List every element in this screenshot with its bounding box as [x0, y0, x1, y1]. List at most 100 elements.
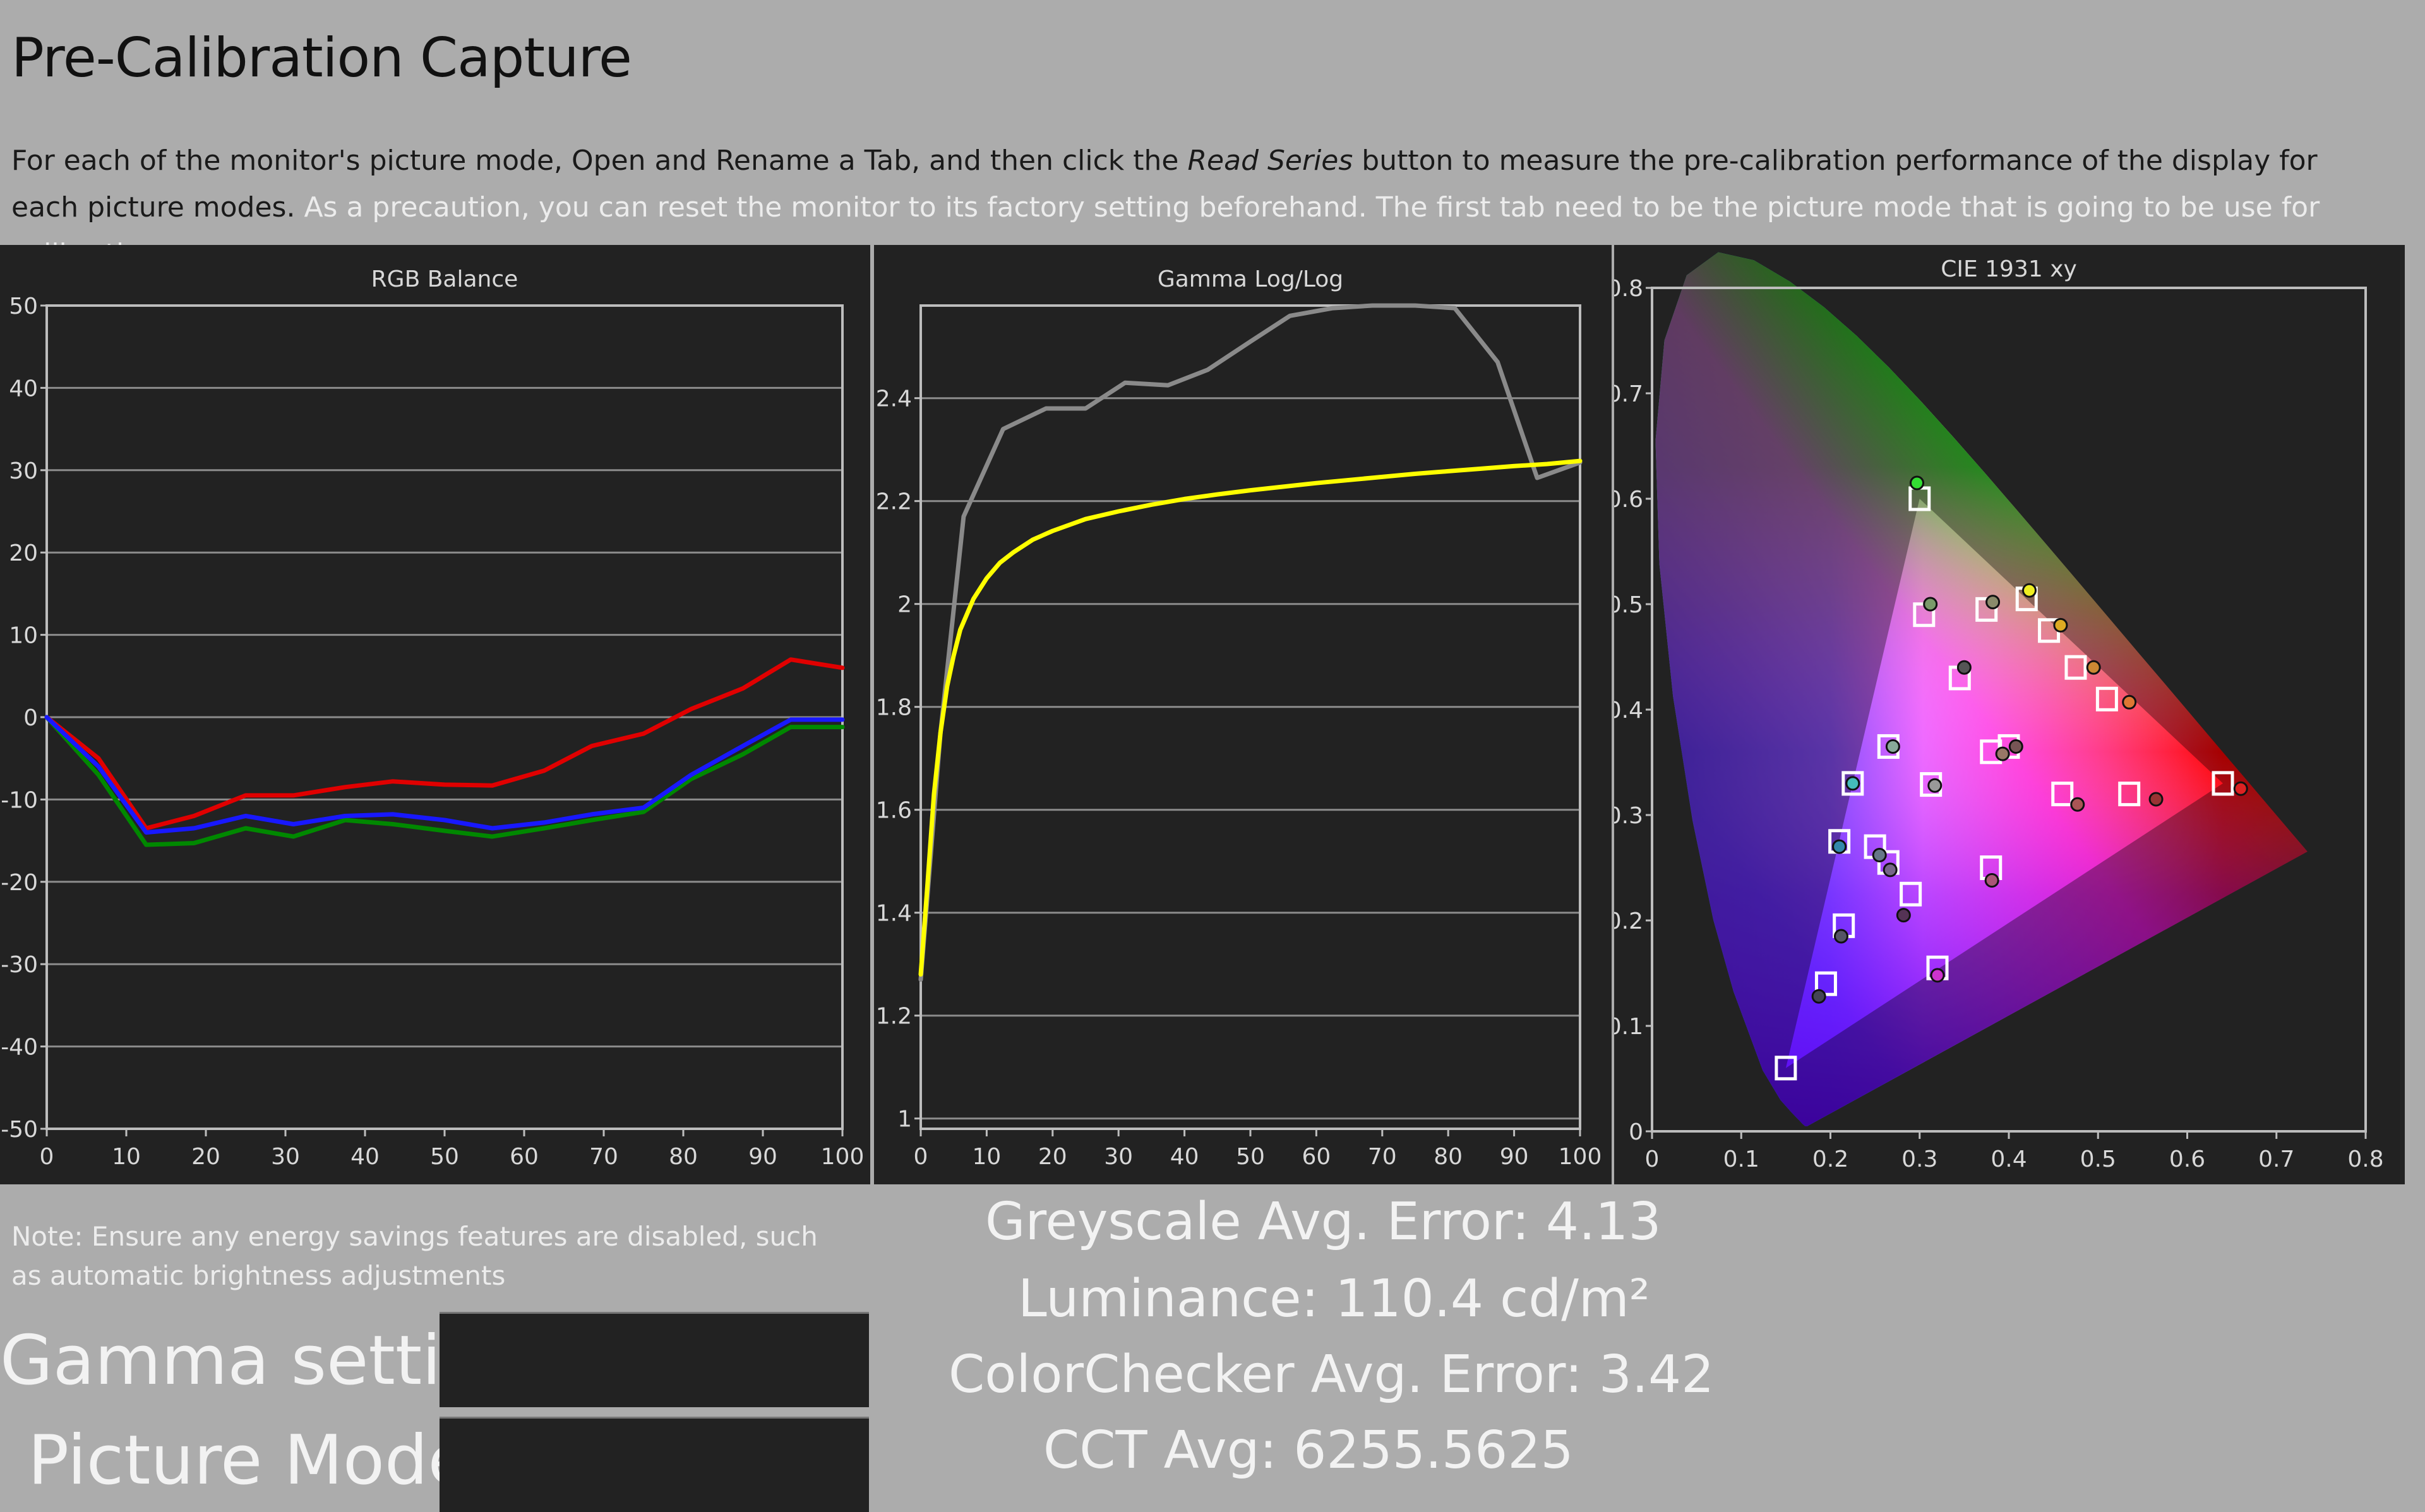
x-tick-label: 100: [821, 1144, 865, 1170]
series-line: [44, 715, 845, 835]
y-tick-label: 0.4: [1614, 698, 1643, 723]
greyscale-avg-error: Greyscale Avg. Error: 4.13: [985, 1192, 1662, 1252]
rgb-balance-chart: RGB Balance 50 40 30 20 100 -10 -20 -30 -40 -50 0 10…: [1, 266, 865, 1170]
measured-point: [1910, 475, 1925, 491]
y-tick-label: 20: [9, 540, 38, 566]
x-tick-label: 0.1: [1723, 1146, 1759, 1172]
plot-frame: [1651, 287, 2367, 1133]
x-tick-label: 0.2: [1812, 1146, 1848, 1172]
target-point: [2064, 655, 2087, 680]
y-tick-label: 1.4: [876, 901, 912, 927]
y-tick-label: -20: [1, 870, 38, 896]
gamma-log-log-chart: Gamma Log/Log 2.4 2.2 2 1.8 1.6 1.4 1.2 10 10 20 30…: [876, 266, 1602, 1170]
y-tick-label: 2: [897, 592, 912, 618]
rgb-balance-panel: RGB Balance 50 40 30 20 10 0 -10 -20 -30 -40 -50 0 10…: [0, 245, 870, 1184]
cct-avg: CCT Avg: 6255.5625: [1043, 1420, 1574, 1480]
x-tick-label: 90: [748, 1144, 777, 1170]
out-of-gamut-shade: [1655, 252, 2308, 1127]
measured-point: [1985, 595, 2001, 610]
measured-point: [1883, 862, 1898, 878]
x-tick-label: 0.5: [2080, 1146, 2116, 1172]
x-tick-label: 50: [1236, 1144, 1265, 1170]
x-tick-label: 100: [1559, 1144, 1602, 1170]
x-tick-label: 40: [1170, 1144, 1199, 1170]
y-tick-label: 50: [9, 294, 38, 319]
y-tick-label: 0.8: [1614, 276, 1643, 302]
x-tick-label: 10: [112, 1144, 141, 1170]
measured-point: [1927, 778, 1943, 793]
energy-savings-note: Note: Ensure any energy savings features…: [11, 1221, 818, 1291]
x-tick-label: 30: [271, 1144, 300, 1170]
y-tick-label: 0: [23, 705, 38, 731]
x-tick-label: 0.6: [2169, 1146, 2205, 1172]
measured-point: [2070, 797, 2085, 812]
y-tick-label: 0.7: [1614, 381, 1643, 407]
measured-point: [2122, 694, 2137, 710]
x-tick-label: 0.3: [1901, 1146, 1937, 1172]
measured-point: [2086, 660, 2101, 675]
y-tick-label: 10: [9, 623, 38, 649]
x-tick-label: 0: [1645, 1146, 1660, 1172]
y-tick-label: 40: [9, 376, 38, 402]
measured-point: [1923, 597, 1938, 612]
y-tick-label: 1.8: [876, 695, 912, 721]
measured-point: [1885, 739, 1900, 754]
page-title: Pre-Calibration Capture: [11, 27, 632, 90]
x-tick-label: 70: [589, 1144, 618, 1170]
series-line: [44, 657, 845, 831]
measured-point: [2021, 583, 2037, 598]
y-tick-label: 2.4: [876, 386, 912, 412]
y-tick-label: 0.6: [1614, 487, 1643, 513]
target-point: [1814, 971, 1837, 996]
luminance-readout: Luminance: 110.4 cd/m²: [1018, 1269, 1650, 1329]
picture-mode-label: Picture Mode:: [28, 1421, 493, 1500]
series-line: [918, 458, 1583, 977]
read-series-reference: Read Series: [1187, 145, 1353, 177]
target-point: [1775, 1056, 1797, 1081]
x-tick-label: 20: [1038, 1144, 1067, 1170]
gamma-setting-field[interactable]: [440, 1312, 869, 1407]
y-tick-label: -10: [1, 787, 38, 813]
x-tick-label: 0.4: [1991, 1146, 2027, 1172]
picture-mode-field[interactable]: [440, 1417, 869, 1512]
measured-point: [1872, 847, 1887, 862]
y-tick-label: 0.1: [1614, 1014, 1643, 1040]
measured-point: [1811, 989, 1826, 1004]
y-tick-label: 1.6: [876, 798, 912, 824]
measured-point: [1984, 873, 1999, 888]
y-tick-label: 1: [897, 1107, 912, 1133]
measured-point: [1833, 929, 1848, 944]
x-tick-label: 60: [1302, 1144, 1331, 1170]
x-tick-label: 60: [510, 1144, 539, 1170]
target-point: [2118, 782, 2141, 807]
spectral-locus-fill: [1655, 252, 2308, 1127]
target-point: [1841, 771, 1864, 796]
plot-frame: [919, 304, 1581, 1130]
instructions-part-2: button to measure the pre-calibration pe…: [11, 145, 2318, 223]
measured-point: [1845, 776, 1860, 791]
y-tick-label: -30: [1, 952, 38, 978]
x-tick-label: 0.8: [2347, 1146, 2383, 1172]
gamma-panel: Gamma Log/Log 2.4 2.2 2 1.8 1.6 1.4 1.2 1 0 10 20 30…: [874, 245, 1612, 1184]
chart-title: CIE 1931 xy: [1941, 256, 2077, 282]
measured-point: [2148, 792, 2164, 807]
y-tick-label: -40: [1, 1035, 38, 1061]
series-line: [918, 303, 1583, 982]
x-tick-label: 10: [972, 1144, 1001, 1170]
x-tick-label: 90: [1500, 1144, 1529, 1170]
measured-point: [2053, 617, 2068, 633]
target-point: [1900, 881, 1922, 907]
chart-title: RGB Balance: [371, 266, 518, 292]
cie-panel: CIE 1931 xy 0.8 0.7 0.6 0.5 0.4 0.3 0.2 0.1 0 0 0.1…: [1614, 245, 2405, 1184]
x-tick-label: 30: [1104, 1144, 1133, 1170]
x-tick-label: 0: [914, 1144, 928, 1170]
instructions-part-1: For each of the monitor's picture mode, …: [11, 145, 1188, 177]
y-tick-label: 2.2: [876, 489, 912, 515]
target-point: [2051, 782, 2074, 807]
y-tick-label: -50: [1, 1117, 38, 1143]
y-tick-label: 0.3: [1614, 803, 1643, 829]
measured-point: [2233, 781, 2248, 796]
measured-point: [1930, 968, 1945, 983]
cie-1931-chart: CIE 1931 xy 0.8 0.7 0.6 0.5 0.4 0.3 0.2 0.1 00 0.1…: [1614, 252, 2384, 1172]
x-tick-label: 0.7: [2258, 1146, 2294, 1172]
